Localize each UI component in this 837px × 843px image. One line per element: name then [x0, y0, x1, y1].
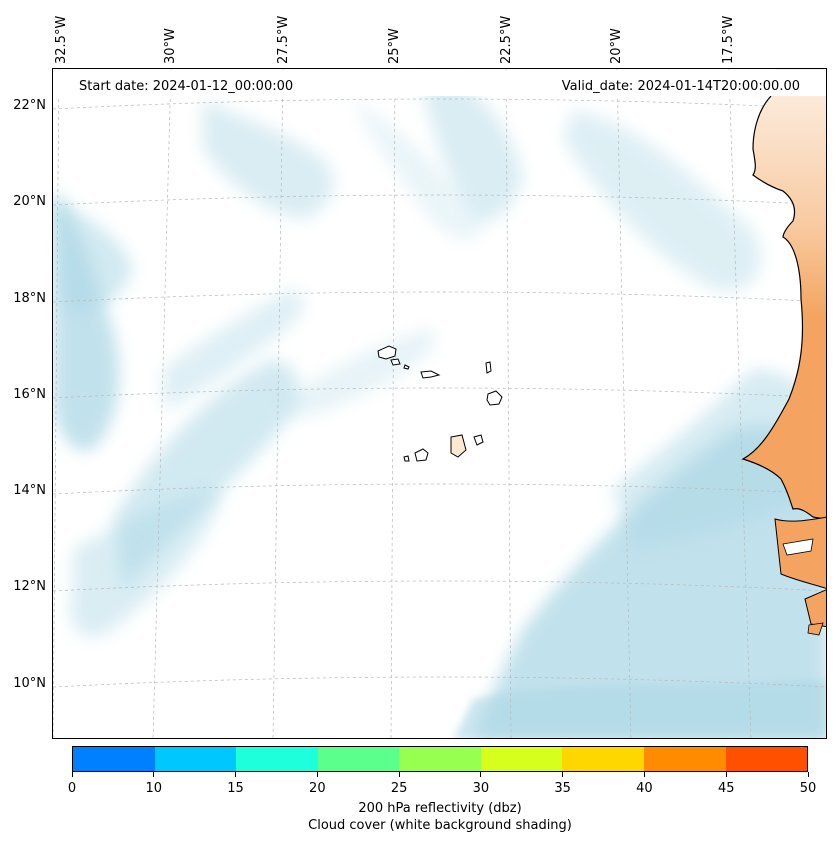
- colorbar-label: 200 hPa reflectivity (dbz): [358, 801, 522, 816]
- colorbar-tick-label: 0: [67, 781, 77, 796]
- colorbar-tick-mark: [235, 772, 237, 777]
- colorbar-tick-label: 25: [390, 781, 408, 796]
- colorbar-tick-label: 50: [799, 781, 817, 796]
- lon-label-27-5w: 27.5°W: [276, 15, 291, 64]
- lon-label-32-5w: 32.5°W: [54, 15, 69, 64]
- colorbar-tick-mark: [71, 772, 73, 777]
- lon-label-20w: 20°W: [609, 28, 624, 64]
- colorbar-segment: [73, 747, 155, 771]
- colorbar-tick-mark: [480, 772, 482, 777]
- colorbar-segment: [154, 747, 237, 771]
- colorbar-segment: [562, 747, 644, 771]
- colorbar-segment: [236, 747, 318, 771]
- lat-label-10n: 10°N: [13, 676, 46, 691]
- colorbar-tick-label: 40: [636, 781, 653, 796]
- colorbar-segment: [317, 747, 400, 771]
- african-coastline: [741, 69, 826, 636]
- lon-label-30w: 30°W: [163, 28, 178, 64]
- colorbar-tick-mark: [153, 772, 155, 777]
- colorbar-tick-label: 15: [227, 781, 244, 796]
- colorbar-tick-label: 10: [145, 781, 163, 796]
- colorbar-tick-label: 35: [554, 781, 571, 796]
- colorbar-tick-mark: [398, 772, 400, 777]
- map-panel[interactable]: Start date: 2024-01-12_00:00:00 Valid_da…: [52, 68, 827, 739]
- colorbar-tick-label: 20: [309, 781, 326, 796]
- cloud-cover-shading: [53, 69, 826, 738]
- lon-label-17-5w: 17.5°W: [721, 15, 736, 64]
- colorbar-segment: [480, 747, 563, 771]
- header-band: [54, 70, 826, 96]
- colorbar-segment: [399, 747, 481, 771]
- lon-label-22-5w: 22.5°W: [499, 15, 514, 64]
- colorbar-sublabel: Cloud cover (white background shading): [308, 818, 572, 833]
- colorbar-tick-mark: [316, 772, 318, 777]
- colorbar-tick-mark: [807, 772, 809, 777]
- colorbar-segment: [643, 747, 726, 771]
- valid-date-label: Valid_date: 2024-01-14T20:00:00.00: [561, 79, 800, 94]
- lat-label-18n: 18°N: [13, 291, 46, 306]
- colorbar-tick-label: 30: [472, 781, 490, 796]
- lon-label-25w: 25°W: [387, 28, 402, 64]
- colorbar-tick-mark: [562, 772, 564, 777]
- colorbar-tick-mark: [725, 772, 727, 777]
- lat-label-22n: 22°N: [13, 98, 46, 113]
- lat-label-20n: 20°N: [13, 194, 46, 209]
- colorbar-segment: [725, 747, 808, 771]
- cape-verde-islands: [377, 345, 503, 462]
- reflectivity-colorbar: [72, 746, 808, 772]
- lat-label-16n: 16°N: [13, 387, 46, 402]
- map-canvas: [53, 69, 826, 738]
- lat-label-14n: 14°N: [13, 483, 46, 498]
- colorbar-tick-mark: [643, 772, 645, 777]
- colorbar-tick-label: 45: [717, 781, 735, 796]
- start-date-label: Start date: 2024-01-12_00:00:00: [79, 79, 294, 94]
- map-gridlines: [53, 69, 826, 738]
- lat-label-12n: 12°N: [13, 579, 46, 594]
